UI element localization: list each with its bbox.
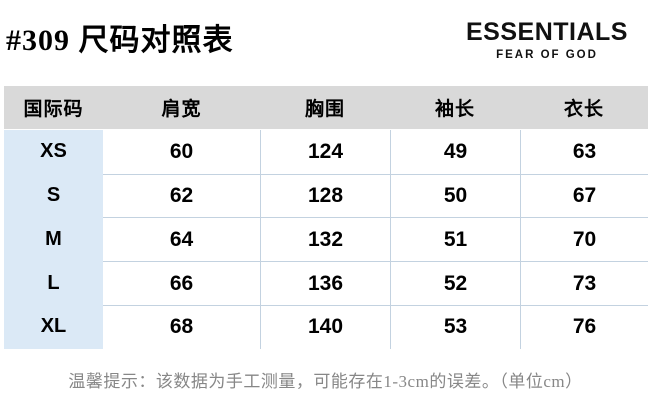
value-cell-XS-1: 124 (260, 129, 390, 174)
column-header-3: 袖长 (390, 86, 520, 129)
column-header-4: 衣长 (520, 86, 648, 129)
size-label-XL: XL (4, 304, 103, 349)
value-cell-XL-0: 68 (103, 304, 260, 349)
size-table: 国际码 肩宽 胸围 袖长 衣长 XS 60 124 49 63 S 62 128 50 67 M 64 132 51… (4, 86, 648, 349)
page-title: #309 尺码对照表 (6, 24, 234, 57)
value-cell-L-0: 66 (103, 261, 260, 305)
value-cell-XS-3: 63 (520, 129, 648, 174)
value-cell-L-2: 52 (390, 261, 520, 305)
value-cell-S-1: 128 (260, 173, 390, 218)
column-header-0: 国际码 (4, 86, 103, 129)
value-cell-S-3: 67 (520, 173, 648, 218)
value-cell-M-1: 132 (260, 217, 390, 262)
value-cell-XL-2: 53 (390, 304, 520, 349)
measurement-note: 温馨提示：该数据为手工测量，可能存在1-3cm的误差。（单位cm） (68, 372, 583, 391)
value-cell-M-3: 70 (520, 217, 648, 262)
value-cell-S-0: 62 (103, 173, 260, 218)
value-cell-L-3: 73 (520, 261, 648, 305)
size-label-S: S (4, 173, 103, 218)
value-cell-S-2: 50 (390, 173, 520, 218)
size-label-L: L (4, 261, 103, 305)
value-cell-XS-2: 49 (390, 129, 520, 174)
column-header-2: 胸围 (260, 86, 390, 129)
value-cell-M-0: 64 (103, 217, 260, 262)
value-cell-XL-3: 76 (520, 304, 648, 349)
value-cell-L-1: 136 (260, 261, 390, 305)
value-cell-XL-1: 140 (260, 304, 390, 349)
brand-name: ESSENTIALS (466, 18, 628, 46)
value-cell-M-2: 51 (390, 217, 520, 262)
size-label-XS: XS (4, 129, 103, 174)
brand-subtitle: FEAR OF GOD (496, 49, 598, 61)
column-header-1: 肩宽 (103, 86, 260, 129)
size-label-M: M (4, 217, 103, 262)
value-cell-XS-0: 60 (103, 129, 260, 174)
brand-logo: ESSENTIALS FEAR OF GOD (461, 18, 633, 62)
